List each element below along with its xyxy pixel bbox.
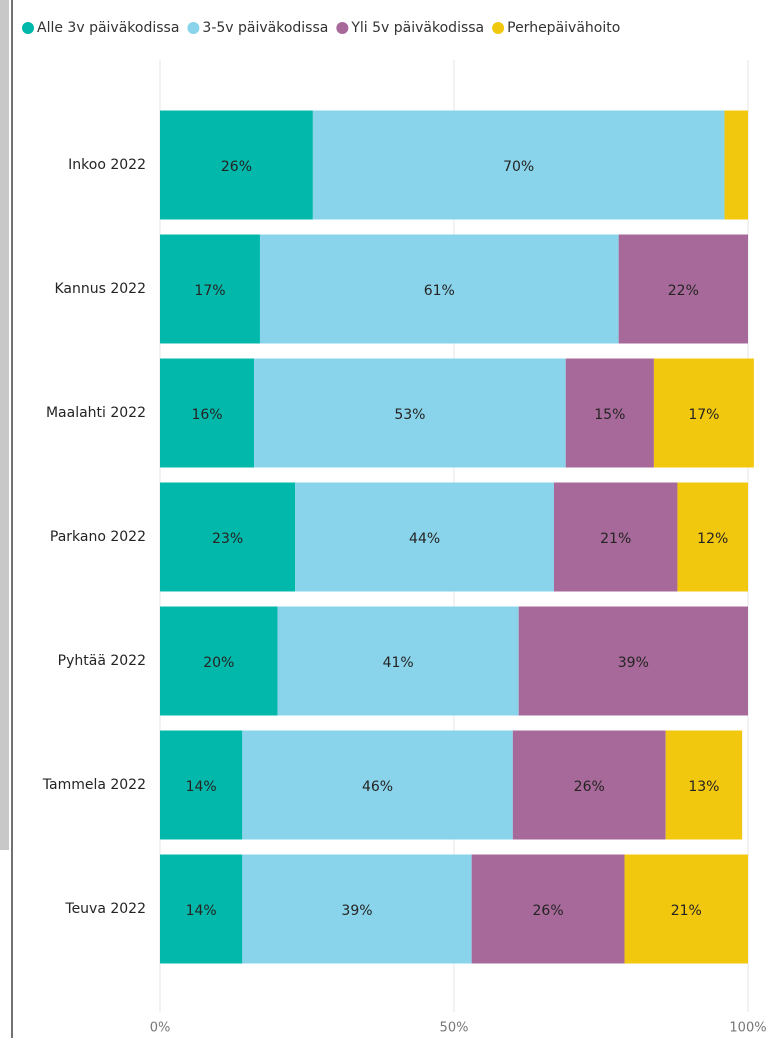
- legend-label: Yli 5v päiväkodissa: [350, 20, 484, 36]
- bar-segment: [677, 482, 748, 592]
- data-label: 12%: [697, 531, 728, 547]
- bar-segment: [160, 730, 243, 840]
- bar-segment: [259, 234, 619, 344]
- data-label: 39%: [341, 903, 372, 919]
- y-tick-label: Pyhtää 2022: [58, 653, 146, 669]
- data-label: 21%: [671, 903, 702, 919]
- bar-segment: [242, 854, 472, 964]
- legend-label: Perhepäivähoito: [507, 20, 620, 36]
- bar-segment: [160, 358, 255, 468]
- data-label: 14%: [186, 903, 217, 919]
- data-label: 53%: [394, 407, 425, 423]
- data-label: 70%: [503, 159, 534, 175]
- y-tick-label: Maalahti 2022: [46, 405, 146, 421]
- bar-segment: [160, 110, 313, 220]
- data-label: 15%: [594, 407, 625, 423]
- data-label: 22%: [668, 283, 699, 299]
- legend-label: 3-5v päiväkodissa: [202, 20, 328, 36]
- data-label: 23%: [212, 531, 243, 547]
- data-label: 39%: [618, 655, 649, 671]
- legend-label: Alle 3v päiväkodissa: [37, 20, 179, 36]
- bar-segment: [160, 854, 243, 964]
- x-tick-label: 50%: [440, 1021, 469, 1036]
- y-tick-label: Tammela 2022: [42, 777, 146, 793]
- bar-segment: [618, 234, 748, 344]
- bar-segment: [624, 854, 748, 964]
- data-label: 41%: [383, 655, 414, 671]
- bar-segment: [277, 606, 519, 716]
- y-tick-label: Parkano 2022: [50, 529, 146, 545]
- bar-segment: [518, 606, 748, 716]
- data-label: 21%: [600, 531, 631, 547]
- bar-segment: [242, 730, 513, 840]
- x-tick-label: 0%: [150, 1021, 171, 1036]
- legend-marker: [336, 22, 349, 34]
- bar-segment: [160, 234, 260, 344]
- data-label: 26%: [221, 159, 252, 175]
- bar-segment: [665, 730, 743, 840]
- bar-segment: [295, 482, 554, 592]
- bar-segment: [312, 110, 725, 220]
- data-label: 26%: [533, 903, 564, 919]
- data-label: 14%: [186, 779, 217, 795]
- scrollbar: [0, 0, 9, 850]
- data-label: 26%: [574, 779, 605, 795]
- bar-segment: [553, 482, 678, 592]
- data-label: 13%: [688, 779, 719, 795]
- bar-segment: [565, 358, 654, 468]
- y-tick-label: Inkoo 2022: [68, 157, 146, 173]
- bar-segment: [724, 110, 748, 220]
- data-label: 17%: [194, 283, 225, 299]
- bar-segment: [653, 358, 754, 468]
- bar-segment: [254, 358, 566, 468]
- bar-segment: [160, 606, 278, 716]
- data-label: 46%: [362, 779, 393, 795]
- legend-marker: [22, 22, 34, 34]
- y-tick-label: Kannus 2022: [54, 281, 146, 297]
- data-label: 16%: [191, 407, 222, 423]
- y-tick-label: Teuva 2022: [64, 901, 146, 917]
- bar-segment: [512, 730, 666, 840]
- bar-segment: [471, 854, 625, 964]
- data-label: 20%: [203, 655, 234, 671]
- legend-marker: [492, 22, 505, 34]
- legend-marker: [187, 22, 200, 34]
- bar-segment: [160, 482, 296, 592]
- data-label: 44%: [409, 531, 440, 547]
- x-tick-label: 100%: [729, 1021, 766, 1036]
- data-label: 17%: [688, 407, 719, 423]
- data-label: 61%: [424, 283, 455, 299]
